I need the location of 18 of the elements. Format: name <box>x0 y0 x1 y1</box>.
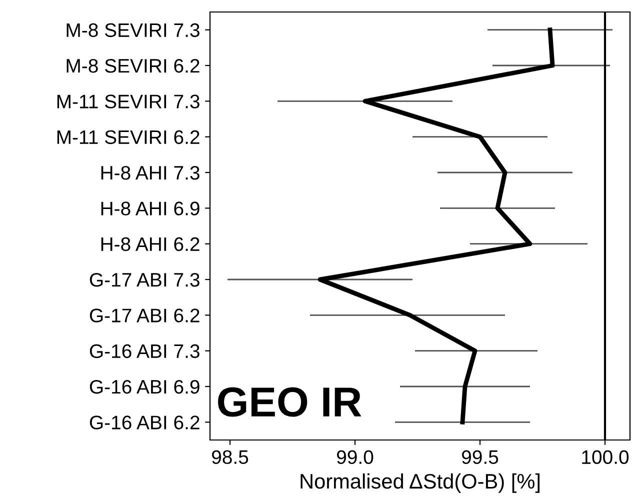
y-tick-label: M-8 SEVIRI 7.3 <box>66 23 200 38</box>
y-tick-label: M-11 SEVIRI 7.3 <box>57 94 200 108</box>
y-tick-label: G-16 ABI 7.3 <box>90 344 200 358</box>
y-tick-label: M-11 SEVIRI 6.2 <box>57 130 200 144</box>
x-axis-title: Normalised ΔStd(O-B) [%] <box>300 473 540 493</box>
y-tick-label: G-16 ABI 6.9 <box>90 380 200 394</box>
annotation: GEO IR <box>218 387 362 417</box>
y-tick-label: H-8 AHI 6.2 <box>101 237 200 252</box>
x-tick-label: 99.0 <box>336 450 374 464</box>
x-tick-label: 98.5 <box>212 450 248 464</box>
y-tick-label: G-17 ABI 6.2 <box>90 308 200 322</box>
y-tick-label: G-17 ABI 7.3 <box>90 272 200 287</box>
x-tick-label: 99.5 <box>462 450 498 464</box>
x-tick-label: 100.0 <box>582 450 629 464</box>
y-tick-label: H-8 AHI 6.9 <box>101 202 200 216</box>
y-tick-label: M-8 SEVIRI 6.2 <box>66 58 200 73</box>
y-tick-label: H-8 AHI 7.3 <box>101 166 200 180</box>
y-tick-label: G-16 ABI 6.2 <box>90 416 200 430</box>
